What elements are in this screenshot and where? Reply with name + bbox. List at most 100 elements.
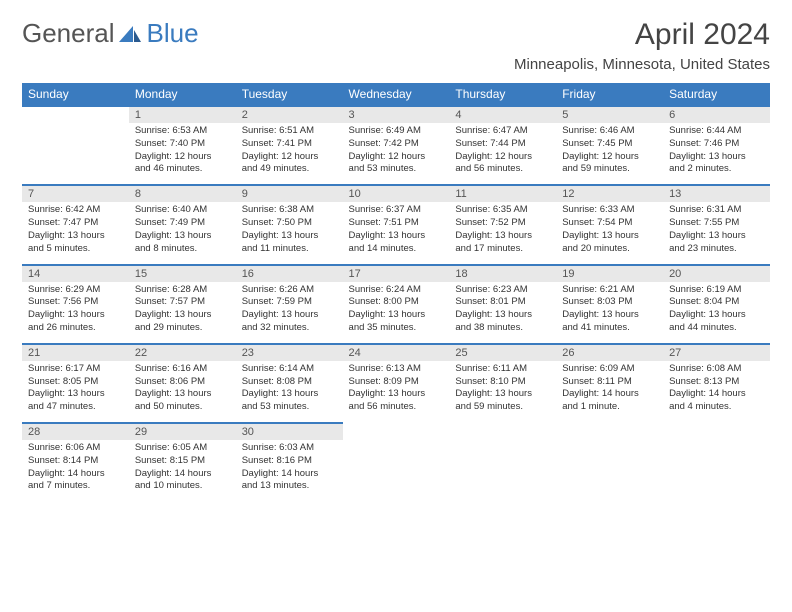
day-content: Sunrise: 6:31 AMSunset: 7:55 PMDaylight:…	[663, 202, 770, 263]
logo: General Blue	[22, 18, 199, 49]
calendar-day-cell: 4Sunrise: 6:47 AMSunset: 7:44 PMDaylight…	[449, 106, 556, 185]
month-title: April 2024	[514, 18, 770, 52]
day-content: Sunrise: 6:42 AMSunset: 7:47 PMDaylight:…	[22, 202, 129, 263]
calendar-week-row: 7Sunrise: 6:42 AMSunset: 7:47 PMDaylight…	[22, 185, 770, 264]
sunrise-text: Sunrise: 6:51 AM	[242, 125, 337, 138]
day-content: Sunrise: 6:38 AMSunset: 7:50 PMDaylight:…	[236, 202, 343, 263]
day-number: 3	[343, 107, 450, 123]
calendar-day-cell: 23Sunrise: 6:14 AMSunset: 8:08 PMDayligh…	[236, 344, 343, 423]
day-number: 24	[343, 345, 450, 361]
day-number: 5	[556, 107, 663, 123]
daylight-text: Daylight: 13 hours and 17 minutes.	[455, 230, 550, 256]
daylight-text: Daylight: 13 hours and 44 minutes.	[669, 309, 764, 335]
daylight-text: Daylight: 13 hours and 23 minutes.	[669, 230, 764, 256]
day-number: 26	[556, 345, 663, 361]
logo-sail-icon	[119, 26, 143, 42]
day-content: Sunrise: 6:47 AMSunset: 7:44 PMDaylight:…	[449, 123, 556, 184]
calendar-day-cell: 25Sunrise: 6:11 AMSunset: 8:10 PMDayligh…	[449, 344, 556, 423]
sunrise-text: Sunrise: 6:49 AM	[349, 125, 444, 138]
sunrise-text: Sunrise: 6:44 AM	[669, 125, 764, 138]
calendar-day-cell: 12Sunrise: 6:33 AMSunset: 7:54 PMDayligh…	[556, 185, 663, 264]
sunset-text: Sunset: 8:13 PM	[669, 376, 764, 389]
day-content: Sunrise: 6:24 AMSunset: 8:00 PMDaylight:…	[343, 282, 450, 343]
day-content: Sunrise: 6:35 AMSunset: 7:52 PMDaylight:…	[449, 202, 556, 263]
day-content: Sunrise: 6:33 AMSunset: 7:54 PMDaylight:…	[556, 202, 663, 263]
day-content: Sunrise: 6:51 AMSunset: 7:41 PMDaylight:…	[236, 123, 343, 184]
location: Minneapolis, Minnesota, United States	[514, 56, 770, 73]
calendar-day-cell: 8Sunrise: 6:40 AMSunset: 7:49 PMDaylight…	[129, 185, 236, 264]
calendar-body: 1Sunrise: 6:53 AMSunset: 7:40 PMDaylight…	[22, 106, 770, 501]
sunrise-text: Sunrise: 6:03 AM	[242, 442, 337, 455]
sunset-text: Sunset: 7:54 PM	[562, 217, 657, 230]
calendar-week-row: 28Sunrise: 6:06 AMSunset: 8:14 PMDayligh…	[22, 423, 770, 501]
sunrise-text: Sunrise: 6:40 AM	[135, 204, 230, 217]
calendar-day-cell	[556, 423, 663, 501]
day-content: Sunrise: 6:53 AMSunset: 7:40 PMDaylight:…	[129, 123, 236, 184]
day-number: 25	[449, 345, 556, 361]
sunset-text: Sunset: 8:16 PM	[242, 455, 337, 468]
sunset-text: Sunset: 8:14 PM	[28, 455, 123, 468]
daylight-text: Daylight: 13 hours and 35 minutes.	[349, 309, 444, 335]
daylight-text: Daylight: 12 hours and 59 minutes.	[562, 151, 657, 177]
day-number: 9	[236, 186, 343, 202]
day-number: 21	[22, 345, 129, 361]
daylight-text: Daylight: 13 hours and 8 minutes.	[135, 230, 230, 256]
sunrise-text: Sunrise: 6:42 AM	[28, 204, 123, 217]
daylight-text: Daylight: 13 hours and 38 minutes.	[455, 309, 550, 335]
day-content: Sunrise: 6:13 AMSunset: 8:09 PMDaylight:…	[343, 361, 450, 422]
sunrise-text: Sunrise: 6:29 AM	[28, 284, 123, 297]
day-number: 2	[236, 107, 343, 123]
daylight-text: Daylight: 13 hours and 41 minutes.	[562, 309, 657, 335]
calendar-day-cell: 26Sunrise: 6:09 AMSunset: 8:11 PMDayligh…	[556, 344, 663, 423]
sunrise-text: Sunrise: 6:14 AM	[242, 363, 337, 376]
day-number: 13	[663, 186, 770, 202]
calendar-week-row: 14Sunrise: 6:29 AMSunset: 7:56 PMDayligh…	[22, 265, 770, 344]
dayname-header: Monday	[129, 83, 236, 106]
sunrise-text: Sunrise: 6:37 AM	[349, 204, 444, 217]
daylight-text: Daylight: 12 hours and 46 minutes.	[135, 151, 230, 177]
dayname-header: Tuesday	[236, 83, 343, 106]
daylight-text: Daylight: 13 hours and 56 minutes.	[349, 388, 444, 414]
calendar-day-cell	[343, 423, 450, 501]
calendar-day-cell: 16Sunrise: 6:26 AMSunset: 7:59 PMDayligh…	[236, 265, 343, 344]
day-content: Sunrise: 6:29 AMSunset: 7:56 PMDaylight:…	[22, 282, 129, 343]
sunset-text: Sunset: 7:56 PM	[28, 296, 123, 309]
day-content: Sunrise: 6:08 AMSunset: 8:13 PMDaylight:…	[663, 361, 770, 422]
day-number: 7	[22, 186, 129, 202]
sunset-text: Sunset: 8:10 PM	[455, 376, 550, 389]
header: General Blue April 2024 Minneapolis, Min…	[22, 18, 770, 73]
calendar-day-cell: 20Sunrise: 6:19 AMSunset: 8:04 PMDayligh…	[663, 265, 770, 344]
day-number: 28	[22, 424, 129, 440]
sunset-text: Sunset: 7:44 PM	[455, 138, 550, 151]
sunrise-text: Sunrise: 6:33 AM	[562, 204, 657, 217]
day-number: 15	[129, 266, 236, 282]
dayname-header: Sunday	[22, 83, 129, 106]
calendar-day-cell: 10Sunrise: 6:37 AMSunset: 7:51 PMDayligh…	[343, 185, 450, 264]
calendar-day-cell: 13Sunrise: 6:31 AMSunset: 7:55 PMDayligh…	[663, 185, 770, 264]
sunrise-text: Sunrise: 6:17 AM	[28, 363, 123, 376]
day-number: 14	[22, 266, 129, 282]
day-content: Sunrise: 6:37 AMSunset: 7:51 PMDaylight:…	[343, 202, 450, 263]
sunrise-text: Sunrise: 6:46 AM	[562, 125, 657, 138]
sunset-text: Sunset: 8:04 PM	[669, 296, 764, 309]
calendar-day-cell: 30Sunrise: 6:03 AMSunset: 8:16 PMDayligh…	[236, 423, 343, 501]
sunrise-text: Sunrise: 6:11 AM	[455, 363, 550, 376]
day-content: Sunrise: 6:03 AMSunset: 8:16 PMDaylight:…	[236, 440, 343, 501]
daylight-text: Daylight: 13 hours and 14 minutes.	[349, 230, 444, 256]
calendar-table: SundayMondayTuesdayWednesdayThursdayFrid…	[22, 83, 770, 501]
day-number: 4	[449, 107, 556, 123]
dayname-header: Thursday	[449, 83, 556, 106]
day-number: 29	[129, 424, 236, 440]
sunrise-text: Sunrise: 6:16 AM	[135, 363, 230, 376]
calendar-day-cell: 15Sunrise: 6:28 AMSunset: 7:57 PMDayligh…	[129, 265, 236, 344]
daylight-text: Daylight: 13 hours and 29 minutes.	[135, 309, 230, 335]
daylight-text: Daylight: 14 hours and 4 minutes.	[669, 388, 764, 414]
daylight-text: Daylight: 13 hours and 2 minutes.	[669, 151, 764, 177]
day-content: Sunrise: 6:28 AMSunset: 7:57 PMDaylight:…	[129, 282, 236, 343]
day-content: Sunrise: 6:17 AMSunset: 8:05 PMDaylight:…	[22, 361, 129, 422]
sunset-text: Sunset: 7:49 PM	[135, 217, 230, 230]
daylight-text: Daylight: 12 hours and 53 minutes.	[349, 151, 444, 177]
sunset-text: Sunset: 8:08 PM	[242, 376, 337, 389]
sunset-text: Sunset: 8:06 PM	[135, 376, 230, 389]
day-content: Sunrise: 6:40 AMSunset: 7:49 PMDaylight:…	[129, 202, 236, 263]
